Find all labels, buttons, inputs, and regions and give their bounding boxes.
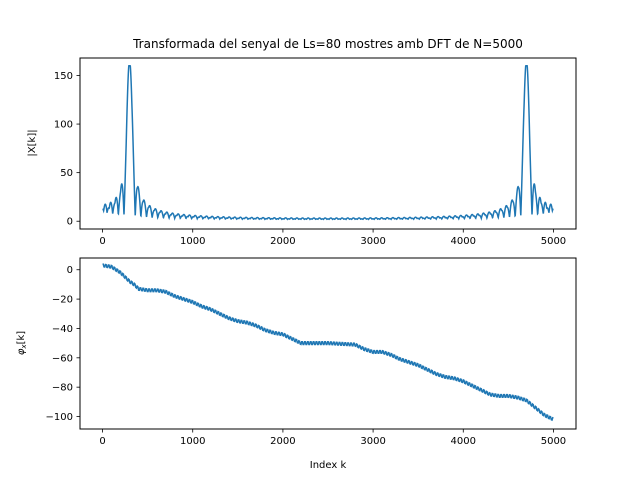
y-tick-label: 0 — [67, 217, 73, 228]
bottom-x-axis-label: Index k — [310, 460, 347, 471]
x-tick-label: 1000 — [180, 236, 205, 247]
bottom-y-ticks: 0 −20 −40 −60 −80 −100 — [46, 265, 80, 423]
magnitude-series-line — [102, 65, 554, 221]
phase-series-line — [102, 263, 554, 422]
x-tick-label: 0 — [99, 236, 105, 247]
y-tick-label: 100 — [54, 120, 73, 131]
y-tick-label: −60 — [52, 353, 73, 364]
magnitude-line-group — [102, 65, 554, 221]
top-x-ticks: 0 1000 2000 3000 4000 5000 — [99, 229, 566, 247]
chart-title: Transformada del senyal de Ls=80 mostres… — [132, 37, 523, 51]
x-tick-label: 5000 — [541, 236, 566, 247]
bottom-axes-frame — [79, 257, 577, 430]
x-tick-label: 3000 — [360, 436, 385, 447]
top-axes-magnitude: Transformada del senyal de Ls=80 mostres… — [27, 37, 577, 247]
x-tick-label: 3000 — [360, 236, 385, 247]
y-tick-label: −80 — [52, 383, 73, 394]
x-tick-label: 4000 — [451, 236, 476, 247]
x-tick-label: 0 — [99, 436, 105, 447]
x-tick-label: 2000 — [270, 236, 295, 247]
x-tick-label: 4000 — [451, 436, 476, 447]
x-tick-label: 5000 — [541, 436, 566, 447]
phase-line-group — [102, 263, 554, 422]
y-tick-label: −20 — [52, 295, 73, 306]
bottom-axes-phase: 0 1000 2000 3000 4000 5000 0−20−40−60−80−100 … — [16, 257, 577, 471]
y-tick-label: 0 — [67, 265, 73, 276]
y-tick-label: −100 — [46, 412, 73, 423]
y-tick-label: 150 — [54, 71, 73, 82]
bottom-x-ticks: 0 1000 2000 3000 4000 5000 — [99, 429, 566, 447]
top-axes-frame — [79, 57, 577, 230]
x-tick-label: 2000 — [270, 436, 295, 447]
x-tick-label: 1000 — [180, 436, 205, 447]
top-y-ticks: 0 50 100 150 — [54, 71, 80, 228]
top-y-axis-label: |X[k]| — [27, 129, 38, 156]
bottom-y-axis-label: φx[k] — [16, 331, 28, 355]
y-tick-label: −40 — [52, 324, 73, 335]
y-tick-label: 50 — [60, 168, 73, 179]
